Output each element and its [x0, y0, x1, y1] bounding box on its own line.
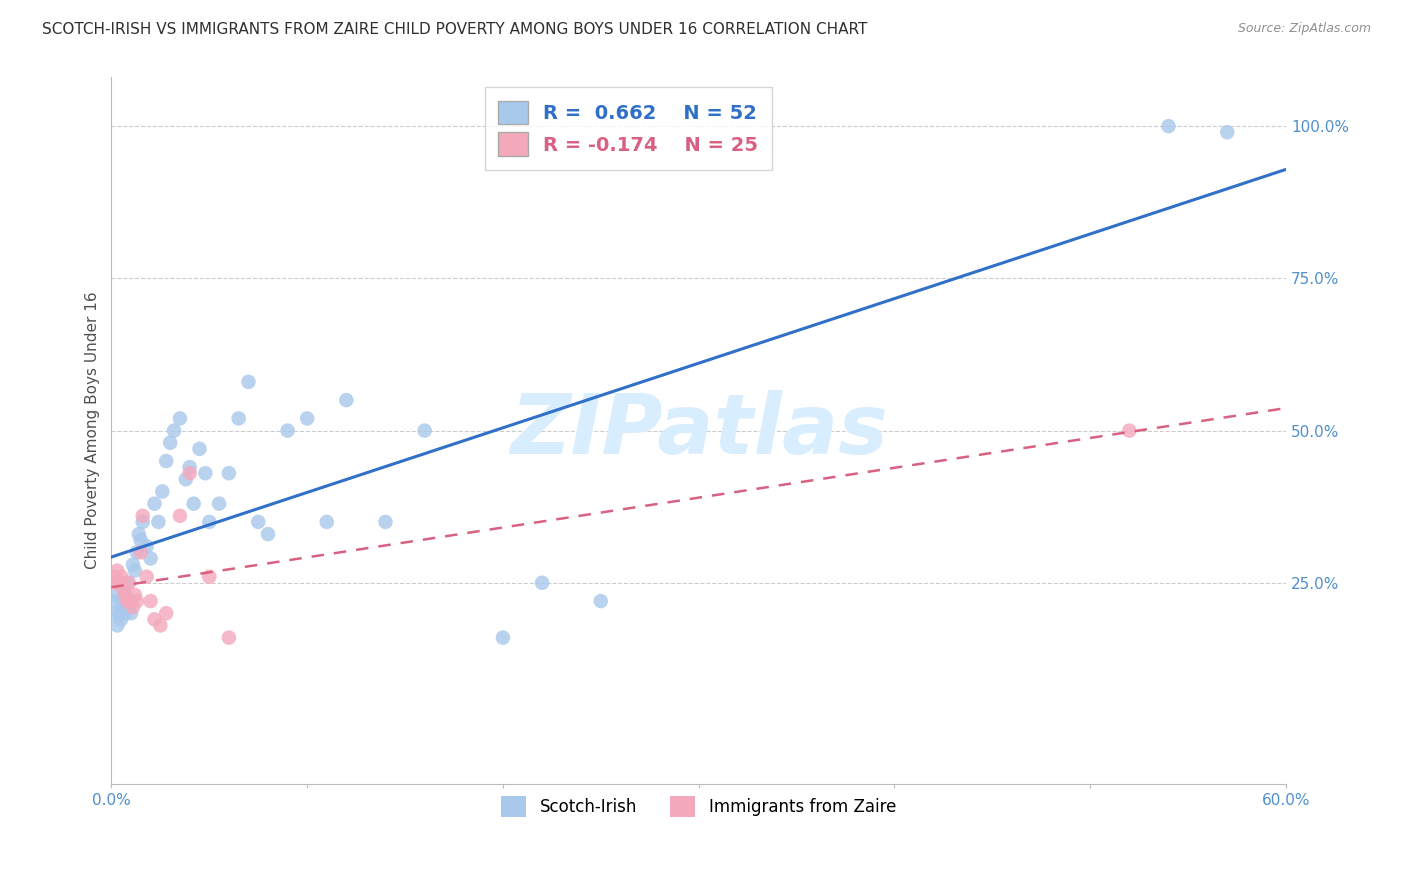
Point: [129, 533, 152, 548]
Point: [139, 594, 162, 608]
Point: [112, 582, 135, 596]
Point: [277, 424, 299, 438]
Point: [132, 508, 155, 523]
Point: [139, 551, 162, 566]
Point: [295, 411, 318, 425]
Point: [183, 497, 205, 511]
Text: Source: ZipAtlas.com: Source: ZipAtlas.com: [1237, 22, 1371, 36]
Point: [105, 618, 128, 632]
Point: [124, 588, 146, 602]
Point: [114, 606, 136, 620]
Point: [108, 575, 131, 590]
Point: [247, 515, 270, 529]
Point: [169, 411, 191, 425]
Point: [120, 594, 142, 608]
Point: [208, 497, 231, 511]
Point: [132, 515, 155, 529]
Point: [150, 484, 173, 499]
Point: [103, 606, 125, 620]
Point: [110, 570, 132, 584]
Point: [169, 508, 191, 523]
Point: [335, 393, 357, 408]
Point: [257, 527, 280, 541]
Point: [135, 539, 157, 553]
Point: [122, 600, 145, 615]
Point: [118, 600, 141, 615]
Point: [110, 612, 132, 626]
Point: [112, 600, 135, 615]
Point: [122, 558, 145, 572]
Point: [413, 424, 436, 438]
Point: [115, 575, 138, 590]
Point: [238, 375, 260, 389]
Point: [163, 424, 186, 438]
Point: [315, 515, 337, 529]
Point: [218, 631, 240, 645]
Point: [218, 467, 240, 481]
Point: [531, 575, 554, 590]
Point: [155, 454, 177, 468]
Point: [108, 606, 131, 620]
Point: [198, 570, 221, 584]
Point: [159, 435, 181, 450]
Point: [143, 497, 166, 511]
Point: [149, 618, 172, 632]
Legend: Scotch-Irish, Immigrants from Zaire: Scotch-Irish, Immigrants from Zaire: [494, 788, 904, 825]
Point: [179, 460, 201, 475]
Point: [492, 631, 515, 645]
Point: [115, 594, 138, 608]
Point: [120, 606, 142, 620]
Point: [148, 515, 170, 529]
Point: [143, 612, 166, 626]
Point: [1157, 119, 1180, 133]
Point: [155, 606, 177, 620]
Point: [114, 588, 136, 602]
Point: [114, 588, 136, 602]
Point: [174, 472, 197, 486]
Text: SCOTCH-IRISH VS IMMIGRANTS FROM ZAIRE CHILD POVERTY AMONG BOYS UNDER 16 CORRELAT: SCOTCH-IRISH VS IMMIGRANTS FROM ZAIRE CH…: [42, 22, 868, 37]
Point: [105, 588, 128, 602]
Point: [124, 564, 146, 578]
Y-axis label: Child Poverty Among Boys Under 16: Child Poverty Among Boys Under 16: [86, 292, 100, 569]
Point: [589, 594, 612, 608]
Point: [118, 575, 141, 590]
Point: [198, 515, 221, 529]
Point: [110, 594, 132, 608]
Point: [188, 442, 211, 456]
Point: [105, 564, 128, 578]
Point: [1216, 125, 1239, 139]
Point: [135, 570, 157, 584]
Text: ZIPatlas: ZIPatlas: [510, 390, 887, 471]
Point: [128, 527, 150, 541]
Point: [103, 570, 125, 584]
Point: [125, 545, 148, 559]
Point: [104, 594, 127, 608]
Point: [112, 582, 135, 596]
Point: [194, 467, 217, 481]
Point: [125, 594, 148, 608]
Point: [374, 515, 396, 529]
Point: [228, 411, 250, 425]
Point: [1118, 424, 1140, 438]
Point: [179, 467, 201, 481]
Point: [129, 545, 152, 559]
Point: [104, 575, 127, 590]
